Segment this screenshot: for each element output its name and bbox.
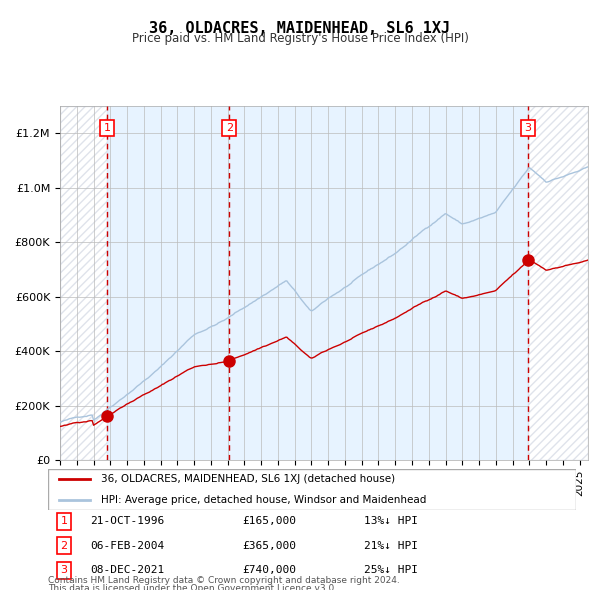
Bar xyxy=(528,106,588,460)
Bar xyxy=(107,106,528,460)
Bar xyxy=(60,106,107,460)
Text: 21%↓ HPI: 21%↓ HPI xyxy=(364,541,418,550)
Text: 36, OLDACRES, MAIDENHEAD, SL6 1XJ (detached house): 36, OLDACRES, MAIDENHEAD, SL6 1XJ (detac… xyxy=(101,474,395,484)
Text: 21-OCT-1996: 21-OCT-1996 xyxy=(90,516,164,526)
Text: 2: 2 xyxy=(226,123,233,133)
Text: 36, OLDACRES, MAIDENHEAD, SL6 1XJ: 36, OLDACRES, MAIDENHEAD, SL6 1XJ xyxy=(149,21,451,35)
Text: £365,000: £365,000 xyxy=(243,541,297,550)
Text: 08-DEC-2021: 08-DEC-2021 xyxy=(90,565,164,575)
Text: 25%↓ HPI: 25%↓ HPI xyxy=(364,565,418,575)
Text: 06-FEB-2004: 06-FEB-2004 xyxy=(90,541,164,550)
Text: 3: 3 xyxy=(524,123,532,133)
Text: 3: 3 xyxy=(61,565,67,575)
Text: Price paid vs. HM Land Registry's House Price Index (HPI): Price paid vs. HM Land Registry's House … xyxy=(131,32,469,45)
Text: HPI: Average price, detached house, Windsor and Maidenhead: HPI: Average price, detached house, Wind… xyxy=(101,495,426,505)
Text: Contains HM Land Registry data © Crown copyright and database right 2024.: Contains HM Land Registry data © Crown c… xyxy=(48,576,400,585)
Bar xyxy=(60,106,107,460)
Text: 1: 1 xyxy=(104,123,110,133)
Text: £740,000: £740,000 xyxy=(243,565,297,575)
FancyBboxPatch shape xyxy=(48,469,576,510)
Bar xyxy=(528,106,588,460)
Text: 13%↓ HPI: 13%↓ HPI xyxy=(364,516,418,526)
Text: £165,000: £165,000 xyxy=(243,516,297,526)
Text: 2: 2 xyxy=(60,541,67,550)
Text: 1: 1 xyxy=(61,516,67,526)
Text: This data is licensed under the Open Government Licence v3.0.: This data is licensed under the Open Gov… xyxy=(48,584,337,590)
